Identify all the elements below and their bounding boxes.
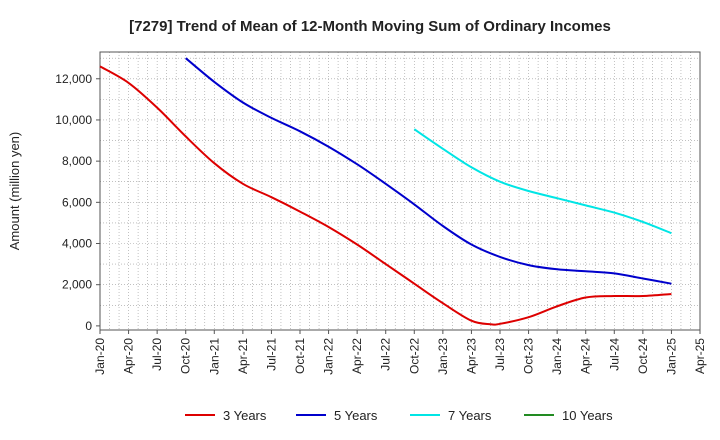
y-tick-label: 0 xyxy=(85,319,92,333)
y-tick-label: 10,000 xyxy=(55,113,92,127)
x-tick-label: Jul-20 xyxy=(150,338,164,371)
x-tick-label: Jul-21 xyxy=(264,338,278,371)
x-tick-label: Jan-20 xyxy=(93,338,107,375)
x-tick-label: Apr-23 xyxy=(464,338,478,374)
x-tick-label: Jan-23 xyxy=(436,338,450,375)
grid xyxy=(100,52,700,330)
plot-frame xyxy=(99,51,701,331)
legend-label-7-years: 7 Years xyxy=(448,408,492,423)
y-axis: 0 2,000 4,000 6,000 8,000 10,000 12,000 xyxy=(55,72,100,333)
x-tick-label: Oct-21 xyxy=(293,338,307,374)
series-line-3-years xyxy=(99,65,672,326)
x-tick-label: Oct-24 xyxy=(636,338,650,374)
series-layer xyxy=(99,57,672,326)
chart-title: [7279] Trend of Mean of 12-Month Moving … xyxy=(129,18,611,35)
x-tick-label: Jul-22 xyxy=(379,338,393,371)
x-tick-label: Jan-24 xyxy=(550,338,564,375)
y-axis-label: Amount (million yen) xyxy=(7,132,22,251)
legend: 3 Years 5 Years 7 Years 10 Years xyxy=(185,408,613,423)
x-tick-label: Oct-23 xyxy=(522,338,536,374)
x-tick-label: Jul-23 xyxy=(493,338,507,371)
y-tick-label: 12,000 xyxy=(55,72,92,86)
x-tick-label: Apr-25 xyxy=(693,338,707,374)
x-tick-label: Apr-22 xyxy=(350,338,364,374)
series-line-5-years xyxy=(185,57,672,285)
x-tick-label: Jan-22 xyxy=(322,338,336,375)
legend-label-3-years: 3 Years xyxy=(223,408,267,423)
x-tick-label: Apr-21 xyxy=(236,338,250,374)
x-axis: Jan-20 Apr-20 Jul-20 Oct-20 Jan-21 Apr-21 Jul-… xyxy=(93,330,707,375)
x-tick-label: Apr-24 xyxy=(579,338,593,374)
x-tick-label: Oct-20 xyxy=(179,338,193,374)
legend-label-10-years: 10 Years xyxy=(562,408,613,423)
x-tick-label: Apr-20 xyxy=(122,338,136,374)
legend-label-5-years: 5 Years xyxy=(334,408,378,423)
y-tick-label: 4,000 xyxy=(62,237,92,251)
x-tick-label: Oct-22 xyxy=(407,338,421,374)
x-tick-label: Jul-24 xyxy=(607,338,621,371)
x-tick-label: Jan-21 xyxy=(207,338,221,375)
series-line-7-years xyxy=(413,128,672,235)
y-tick-label: 6,000 xyxy=(62,195,92,209)
y-tick-label: 2,000 xyxy=(62,278,92,292)
y-tick-label: 8,000 xyxy=(62,154,92,168)
x-tick-label: Jan-25 xyxy=(664,338,678,375)
